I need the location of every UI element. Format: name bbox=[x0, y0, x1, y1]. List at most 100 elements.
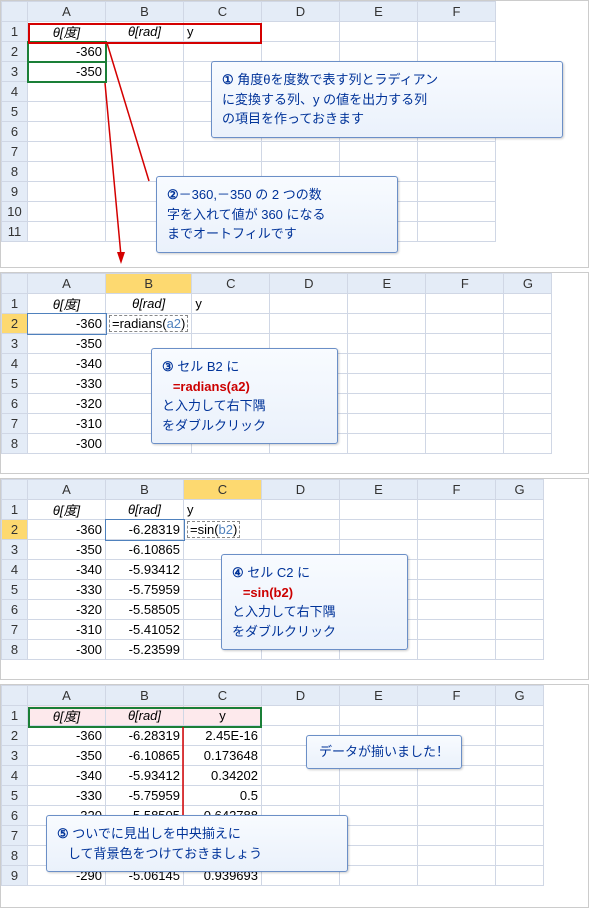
cell[interactable]: -6.28319 bbox=[106, 520, 184, 540]
cell[interactable] bbox=[28, 182, 106, 202]
cell[interactable]: -350 bbox=[28, 540, 106, 560]
cell[interactable] bbox=[28, 82, 106, 102]
cell[interactable] bbox=[262, 766, 340, 786]
cell-formula[interactable]: =sin(b2) bbox=[184, 520, 262, 540]
col-B[interactable]: B bbox=[106, 274, 192, 294]
cell[interactable] bbox=[418, 500, 496, 520]
cell[interactable] bbox=[262, 500, 340, 520]
col-D[interactable]: D bbox=[262, 2, 340, 22]
cell[interactable] bbox=[496, 580, 544, 600]
cell[interactable] bbox=[418, 182, 496, 202]
cell[interactable] bbox=[504, 394, 552, 414]
cell[interactable] bbox=[426, 394, 504, 414]
cell[interactable] bbox=[496, 706, 544, 726]
row-header[interactable]: 8 bbox=[2, 162, 28, 182]
cell[interactable] bbox=[496, 500, 544, 520]
cell[interactable]: 0.173648 bbox=[184, 746, 262, 766]
cell[interactable] bbox=[192, 314, 270, 334]
col-F[interactable]: F bbox=[418, 686, 496, 706]
col-C[interactable]: C bbox=[184, 480, 262, 500]
cell[interactable]: -6.28319 bbox=[106, 726, 184, 746]
row-header[interactable]: 7 bbox=[2, 620, 28, 640]
cell[interactable] bbox=[28, 162, 106, 182]
cell[interactable]: θ[rad] bbox=[106, 294, 192, 314]
row-header[interactable]: 3 bbox=[2, 540, 28, 560]
cell[interactable]: -6.10865 bbox=[106, 540, 184, 560]
col-A[interactable]: A bbox=[28, 274, 106, 294]
cell[interactable]: y bbox=[184, 706, 262, 726]
cell[interactable] bbox=[418, 162, 496, 182]
cell[interactable]: 0.34202 bbox=[184, 766, 262, 786]
row-header[interactable]: 5 bbox=[2, 102, 28, 122]
cell[interactable] bbox=[270, 294, 348, 314]
cell[interactable] bbox=[340, 806, 418, 826]
col-E[interactable]: E bbox=[348, 274, 426, 294]
col-E[interactable]: E bbox=[340, 480, 418, 500]
row-header[interactable]: 7 bbox=[2, 142, 28, 162]
cell[interactable] bbox=[28, 122, 106, 142]
cell[interactable] bbox=[426, 354, 504, 374]
cell[interactable]: 0.5 bbox=[184, 786, 262, 806]
cell[interactable] bbox=[418, 540, 496, 560]
col-F[interactable]: F bbox=[418, 2, 496, 22]
cell[interactable] bbox=[106, 102, 184, 122]
row-header[interactable]: 9 bbox=[2, 866, 28, 886]
cell[interactable] bbox=[340, 846, 418, 866]
row-header[interactable]: 1 bbox=[2, 706, 28, 726]
cell[interactable]: 2.45E-16 bbox=[184, 726, 262, 746]
cell[interactable] bbox=[348, 334, 426, 354]
cell[interactable] bbox=[496, 520, 544, 540]
cell[interactable]: y bbox=[192, 294, 270, 314]
cell[interactable] bbox=[418, 222, 496, 242]
col-A[interactable]: A bbox=[28, 480, 106, 500]
cell[interactable] bbox=[418, 706, 496, 726]
col-F[interactable]: F bbox=[426, 274, 504, 294]
row-header[interactable]: 4 bbox=[2, 354, 28, 374]
row-header[interactable]: 6 bbox=[2, 122, 28, 142]
cell[interactable] bbox=[418, 866, 496, 886]
col-G[interactable]: G bbox=[504, 274, 552, 294]
cell[interactable]: -340 bbox=[28, 766, 106, 786]
cell[interactable] bbox=[496, 866, 544, 886]
row-header[interactable]: 3 bbox=[2, 746, 28, 766]
cell[interactable] bbox=[106, 122, 184, 142]
row-header[interactable]: 4 bbox=[2, 82, 28, 102]
row-header[interactable]: 1 bbox=[2, 22, 28, 42]
corner-cell[interactable] bbox=[2, 686, 28, 706]
cell[interactable]: -5.93412 bbox=[106, 560, 184, 580]
cell[interactable]: -5.58505 bbox=[106, 600, 184, 620]
cell[interactable]: -340 bbox=[28, 354, 106, 374]
row-header[interactable]: 7 bbox=[2, 414, 28, 434]
cell[interactable] bbox=[426, 434, 504, 454]
cell[interactable] bbox=[496, 806, 544, 826]
col-C[interactable]: C bbox=[184, 686, 262, 706]
cell[interactable]: -5.41052 bbox=[106, 620, 184, 640]
cell[interactable]: -310 bbox=[28, 414, 106, 434]
col-A[interactable]: A bbox=[28, 2, 106, 22]
cell[interactable] bbox=[340, 520, 418, 540]
cell[interactable] bbox=[106, 142, 184, 162]
row-header[interactable]: 10 bbox=[2, 202, 28, 222]
cell[interactable]: -5.23599 bbox=[106, 640, 184, 660]
cell[interactable] bbox=[28, 102, 106, 122]
row-header[interactable]: 3 bbox=[2, 62, 28, 82]
cell[interactable] bbox=[340, 766, 418, 786]
cell[interactable] bbox=[348, 374, 426, 394]
cell[interactable] bbox=[262, 22, 340, 42]
cell[interactable] bbox=[348, 354, 426, 374]
row-header[interactable]: 6 bbox=[2, 600, 28, 620]
cell[interactable] bbox=[418, 580, 496, 600]
cell[interactable] bbox=[496, 620, 544, 640]
cell[interactable] bbox=[28, 222, 106, 242]
cell[interactable]: -350 bbox=[28, 334, 106, 354]
cell[interactable]: -350 bbox=[28, 62, 106, 82]
cell[interactable] bbox=[496, 726, 544, 746]
col-B[interactable]: B bbox=[106, 686, 184, 706]
cell[interactable] bbox=[496, 826, 544, 846]
cell[interactable]: -5.93412 bbox=[106, 766, 184, 786]
cell[interactable] bbox=[418, 22, 496, 42]
cell[interactable] bbox=[504, 314, 552, 334]
row-header[interactable]: 5 bbox=[2, 786, 28, 806]
cell[interactable] bbox=[418, 42, 496, 62]
cell[interactable]: -360 bbox=[28, 314, 106, 334]
